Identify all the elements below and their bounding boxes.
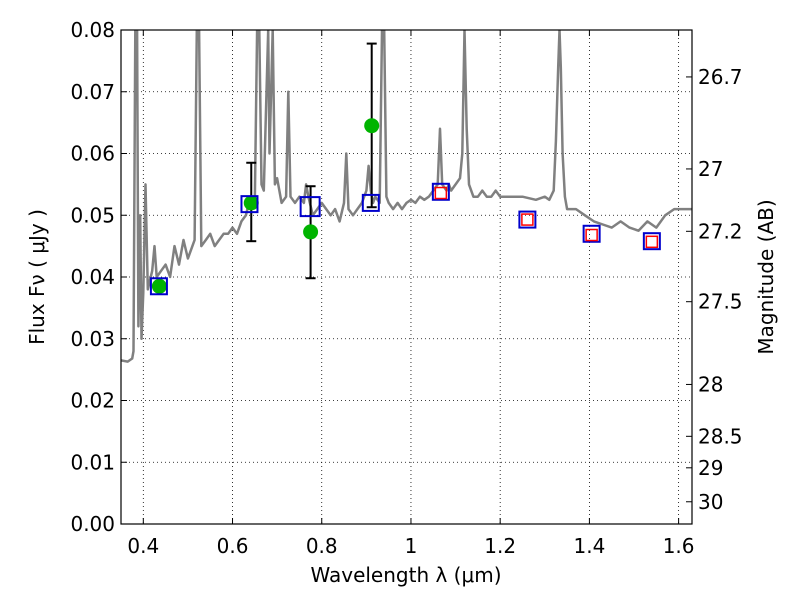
magnitude-tick-label: 26.7 [698,65,743,89]
x-tick-label: 0.8 [306,534,338,558]
ticks-layer: 0.4 0.6 0.8 1 1.2 1.4 1.6 0.00 0.01 0.02 0.03 0.04 0… [70,18,742,558]
bandpass-square-blue [149,277,168,296]
bandpass-square-blue [299,196,321,218]
bandpass-square-blue [431,182,450,201]
measured-flux-point [303,224,319,240]
model-spectrum-line [121,30,692,363]
magnitude-tick-label: 27 [698,157,723,181]
x-tick-label: 1 [405,534,418,558]
measured-flux-point [151,278,167,294]
x-tick-label: 0.4 [127,534,159,558]
y-tick-label: 0.04 [70,265,115,289]
x-tick-label: 1.2 [484,534,516,558]
magnitude-tick-label: 29 [698,456,723,480]
y-tick-label: 0.03 [70,327,115,351]
x-tick-label: 1.6 [663,534,695,558]
magnitude-tick-label: 28.5 [698,424,743,448]
magnitude-tick-label: 30 [698,490,723,514]
points-layer [149,42,661,296]
measured-flux-point [364,118,380,134]
bandpass-square-red [434,186,448,200]
bandpass-square-blue [642,232,661,251]
y2-axis-label: Magnitude (AB) [754,199,778,354]
x-tick-label: 1.4 [573,534,605,558]
y-axis-label: Flux Fν ( μJy ) [25,209,49,345]
y-tick-label: 0.01 [70,450,115,474]
y-tick-label: 0.02 [70,389,115,413]
bandpass-square-red [521,213,534,226]
x-tick-label: 0.6 [217,534,249,558]
grid-layer [121,30,692,524]
y-tick-label: 0.00 [70,512,115,536]
bandpass-square-blue [582,224,601,243]
magnitude-tick-label: 27.2 [698,219,743,243]
bandpass-square-blue [518,210,537,229]
magnitude-tick-label: 28 [698,372,723,396]
magnitude-tick-label: 27.5 [698,290,743,314]
plot-frame [120,29,693,525]
y-tick-label: 0.05 [70,203,115,227]
measured-flux-point [243,195,259,211]
bandpass-square-red [585,228,598,242]
bandpass-square-blue [240,195,259,214]
x-axis-label: Wavelength λ (μm) [310,563,501,587]
y-tick-label: 0.07 [70,80,115,104]
y-tick-label: 0.06 [70,142,115,166]
y-tick-label: 0.08 [70,18,115,42]
bandpass-square-blue [361,193,380,212]
bandpass-square-red [645,235,659,249]
spectrum-layer [121,30,692,363]
